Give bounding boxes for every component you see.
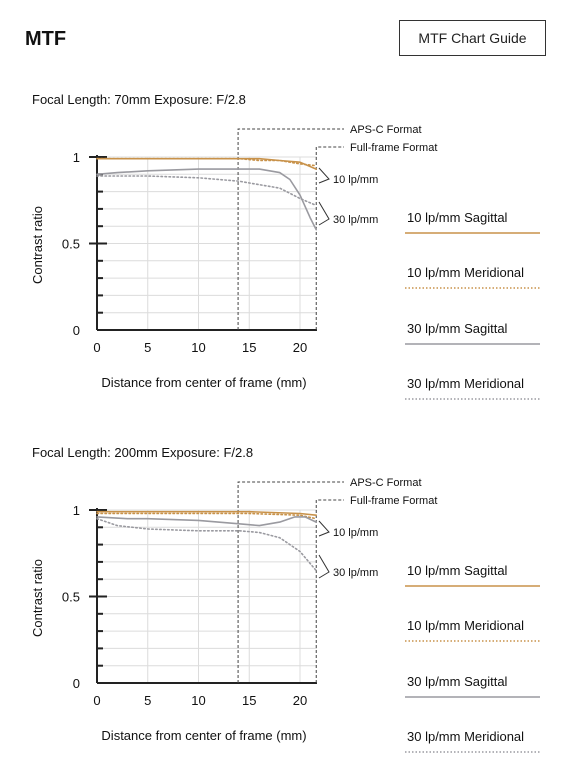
y-tick-label: 0.5 bbox=[62, 237, 80, 252]
series-line-10-lp-mm-meridional bbox=[96, 157, 317, 167]
legend-label: 30 lp/mm Sagittal bbox=[407, 674, 508, 689]
y-axis-label: Contrast ratio bbox=[30, 206, 45, 284]
annotation-30lpmm: 30 lp/mm bbox=[333, 214, 378, 226]
mtf-chart-70mm: Focal Length: 70mm Exposure: F/2.80 5 10 15… bbox=[30, 92, 540, 400]
page-title: MTF bbox=[25, 28, 67, 50]
x-tick-label: 20 bbox=[293, 693, 307, 708]
x-tick-label: 5 bbox=[144, 693, 151, 708]
annotation-bracket-10 bbox=[318, 520, 330, 537]
series-line-30-lp-mm-meridional bbox=[96, 175, 317, 207]
annotation-bracket-30 bbox=[318, 554, 330, 579]
series-line-10-lp-mm-sagittal bbox=[96, 510, 317, 516]
series-line-30-lp-mm-meridional bbox=[96, 517, 317, 572]
series-line-10-lp-mm-sagittal bbox=[96, 157, 317, 170]
series-line-30-lp-mm-sagittal bbox=[96, 168, 317, 231]
series-line-10-lp-mm-meridional bbox=[96, 512, 317, 520]
annotation-10lpmm: 10 lp/mm bbox=[333, 527, 378, 539]
legend-label: 10 lp/mm Sagittal bbox=[407, 210, 508, 225]
chart-caption: Focal Length: 70mm Exposure: F/2.8 bbox=[32, 92, 246, 107]
marker-line-apsc bbox=[237, 481, 344, 683]
legend-label: 10 lp/mm Meridional bbox=[407, 618, 524, 633]
annotation-30lpmm: 30 lp/mm bbox=[333, 567, 378, 579]
x-tick-label: 15 bbox=[242, 693, 256, 708]
marker-line-apsc bbox=[237, 128, 344, 330]
annotation-bracket-30 bbox=[318, 201, 330, 226]
marker-label-full-frame: Full-frame Format bbox=[350, 495, 437, 507]
legend-label: 30 lp/mm Sagittal bbox=[407, 321, 508, 336]
y-tick-label: 0.5 bbox=[62, 590, 80, 605]
y-tick-label: 0 bbox=[73, 676, 80, 691]
marker-line-full-frame bbox=[315, 499, 344, 683]
x-axis-label: Distance from center of frame (mm) bbox=[101, 728, 306, 743]
marker-label-apsc: APS-C Format bbox=[350, 477, 422, 489]
x-tick-label: 0 bbox=[93, 340, 100, 355]
legend-label: 10 lp/mm Meridional bbox=[407, 265, 524, 280]
mtf-chart-200mm: Focal Length: 200mm Exposure: F/2.80 5 10 1… bbox=[30, 445, 540, 753]
annotation-bracket-10 bbox=[318, 167, 330, 184]
legend-label: 30 lp/mm Meridional bbox=[407, 376, 524, 391]
y-axis-label: Contrast ratio bbox=[30, 559, 45, 637]
y-tick-label: 0 bbox=[73, 323, 80, 338]
annotation-10lpmm: 10 lp/mm bbox=[333, 174, 378, 186]
marker-line-full-frame bbox=[315, 146, 344, 330]
mtf-chart-guide-button[interactable]: MTF Chart Guide bbox=[399, 20, 546, 56]
series-line-30-lp-mm-sagittal bbox=[96, 516, 317, 527]
x-tick-label: 15 bbox=[242, 340, 256, 355]
y-tick-label: 1 bbox=[73, 503, 80, 518]
marker-label-full-frame: Full-frame Format bbox=[350, 142, 437, 154]
marker-label-apsc: APS-C Format bbox=[350, 124, 422, 136]
legend-label: 30 lp/mm Meridional bbox=[407, 729, 524, 744]
legend-label: 10 lp/mm Sagittal bbox=[407, 563, 508, 578]
x-tick-label: 5 bbox=[144, 340, 151, 355]
chart-caption: Focal Length: 200mm Exposure: F/2.8 bbox=[32, 445, 253, 460]
x-tick-label: 20 bbox=[293, 340, 307, 355]
x-tick-label: 10 bbox=[191, 340, 205, 355]
x-tick-label: 0 bbox=[93, 693, 100, 708]
x-axis-label: Distance from center of frame (mm) bbox=[101, 375, 306, 390]
y-tick-label: 1 bbox=[73, 150, 80, 165]
x-tick-label: 10 bbox=[191, 693, 205, 708]
